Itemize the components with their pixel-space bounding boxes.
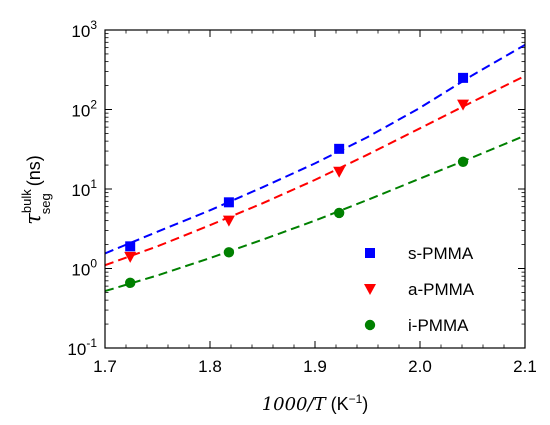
i-pmma-fit-line <box>105 134 525 293</box>
y-axis-label: τbulk seg(ns) <box>19 155 53 224</box>
x-tick-label: 1.9 <box>303 357 327 376</box>
legend-marker-s-pmma <box>365 248 375 258</box>
legend-label-a-pmma: a-PMMA <box>408 280 475 299</box>
x-axis-ticks: 1.7 1.8 1.9 2.0 2.1 <box>93 30 537 376</box>
a-pmma-data-point <box>124 251 137 263</box>
a-pmma-data-point <box>457 99 470 111</box>
a-pmma-data-point <box>222 215 235 227</box>
i-pmma-data-point <box>223 247 235 258</box>
x-tick-label: 1.8 <box>198 357 222 376</box>
data-markers <box>124 72 470 289</box>
y-tick-label: 101 <box>71 177 97 200</box>
s-pmma-fit-line <box>105 44 525 255</box>
y-tick-label: 10-1 <box>67 336 97 359</box>
s-pmma-data-point <box>334 143 345 154</box>
x-tick-label: 1.7 <box>93 357 117 376</box>
fit-lines <box>105 44 525 293</box>
a-pmma-data-point <box>333 166 346 178</box>
x-tick-label: 2.1 <box>513 357 537 376</box>
legend-marker-a-pmma <box>364 284 376 295</box>
legend-marker-i-pmma <box>364 319 376 331</box>
y-tick-label: 100 <box>71 257 97 280</box>
i-pmma-data-point <box>333 207 345 219</box>
x-tick-label: 2.0 <box>408 357 432 376</box>
legend-label-s-pmma: s-PMMA <box>408 244 474 263</box>
y-axis-ticks: 10-1 100 101 102 103 <box>67 18 525 359</box>
a-pmma-fit-line <box>105 75 525 267</box>
s-pmma-data-point <box>223 197 234 208</box>
i-pmma-data-point <box>457 156 469 167</box>
s-pmma-data-point <box>458 72 469 83</box>
y-tick-label: 102 <box>71 98 97 121</box>
y-tick-label: 103 <box>71 18 97 41</box>
legend: s-PMMA a-PMMA i-PMMA <box>364 244 475 335</box>
legend-label-i-pmma: i-PMMA <box>408 316 469 335</box>
i-pmma-data-point <box>125 277 136 289</box>
s-pmma-data-point <box>125 241 136 252</box>
x-axis-label: 1000/T (K−1) <box>262 392 369 415</box>
